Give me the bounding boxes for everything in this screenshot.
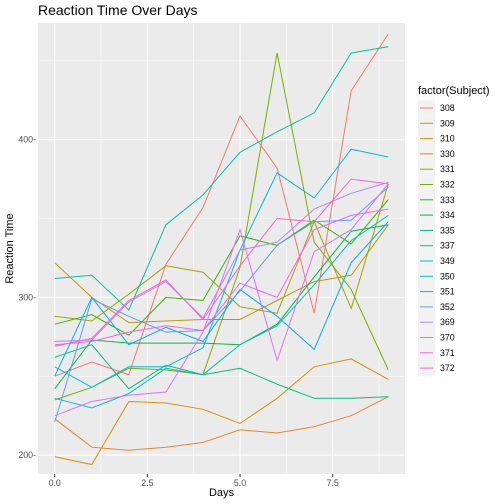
legend-label-337: 337 (440, 241, 455, 251)
legend-label-309: 309 (440, 118, 455, 128)
series-line-308 (54, 33, 389, 377)
y-axis-title: Reaction Time (4, 213, 16, 283)
legend-label-352: 352 (440, 302, 455, 312)
series-line-337 (54, 46, 389, 311)
series-line-349 (54, 214, 389, 409)
x-axis-title: Days (209, 487, 235, 499)
y-tick-label: 400- (18, 135, 36, 145)
legend-label-350: 350 (440, 271, 455, 281)
series-line-332 (54, 52, 389, 401)
series-line-372 (54, 178, 389, 347)
x-tick-label: 0.0 (49, 478, 61, 488)
legend-title: factor(Subject) (418, 85, 490, 97)
series-line-350 (54, 148, 389, 388)
legend-label-371: 371 (440, 348, 455, 358)
series-line-309 (54, 396, 389, 451)
legend-label-330: 330 (440, 149, 455, 159)
legend-label-349: 349 (440, 256, 455, 266)
legend-label-310: 310 (440, 134, 455, 144)
x-tick-label: 2.5 (141, 478, 153, 488)
grid-lines (38, 23, 405, 474)
chart-title: Reaction Time Over Days (38, 2, 198, 18)
legend-label-372: 372 (440, 363, 455, 373)
y-tick-label: 200- (18, 450, 36, 460)
x-tick-label: 7.5 (327, 478, 339, 488)
legend-label-331: 331 (440, 164, 455, 174)
series-line-369 (54, 181, 389, 342)
series-line-370 (54, 183, 389, 417)
series-lines (54, 33, 389, 466)
axes: 0.0 2.5 5.0 7.5 200- 300- 400- (18, 135, 339, 488)
legend-label-335: 335 (440, 225, 455, 235)
x-tick-label: 5.0 (234, 478, 246, 488)
series-line-352 (54, 186, 389, 423)
legend: 308 309 310 330 331 332 333 334 335 337 349 350 351 3… (418, 100, 455, 376)
legend-label-370: 370 (440, 333, 455, 343)
series-line-334 (54, 224, 389, 390)
series-line-310 (54, 358, 389, 466)
plot-panel (38, 23, 405, 474)
series-line-333 (54, 199, 389, 336)
legend-label-332: 332 (440, 180, 455, 190)
legend-label-333: 333 (440, 195, 455, 205)
legend-label-369: 369 (440, 317, 455, 327)
series-line-371 (54, 208, 389, 346)
series-line-335 (54, 344, 389, 399)
legend-label-334: 334 (440, 210, 455, 220)
series-line-330 (54, 224, 389, 324)
legend-label-308: 308 (440, 103, 455, 113)
y-tick-label: 300- (18, 292, 36, 302)
legend-label-351: 351 (440, 287, 455, 297)
